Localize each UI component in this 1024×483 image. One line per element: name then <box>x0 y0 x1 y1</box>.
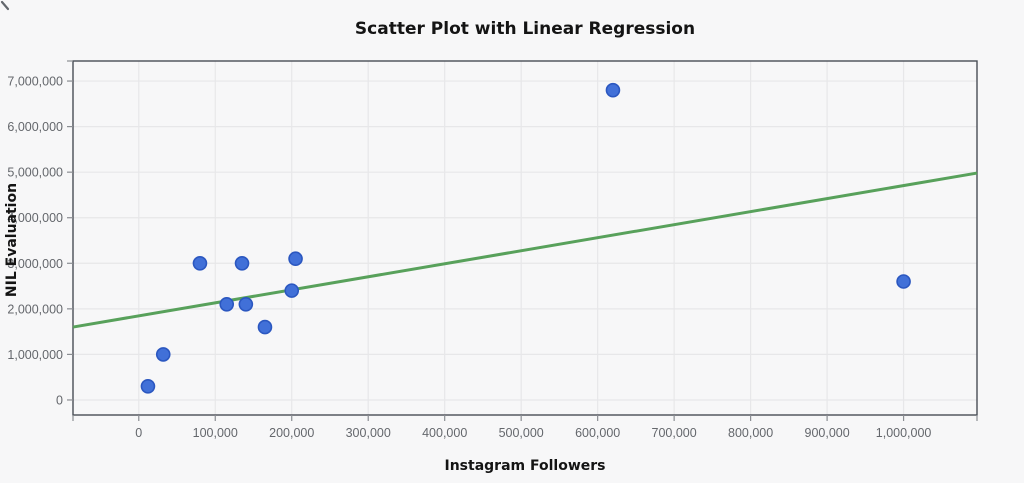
data-point <box>219 296 235 312</box>
x-tick-label: 900,000 <box>805 426 850 440</box>
data-point <box>257 319 273 335</box>
data-point <box>238 296 254 312</box>
axis-ticks-layer <box>67 60 978 421</box>
y-axis-title: NIL Evaluation <box>4 183 20 297</box>
x-tick-label: 800,000 <box>728 426 773 440</box>
x-tick-label: 0 <box>135 426 142 440</box>
gridlines-layer <box>73 61 977 415</box>
x-tick-label: 1,000,000 <box>876 426 932 440</box>
y-tick-label: 5,000,000 <box>7 166 63 180</box>
data-point <box>896 274 911 289</box>
y-tick-label: 6,000,000 <box>7 120 63 134</box>
y-tick-label: 2,000,000 <box>7 302 63 316</box>
x-tick-label: 700,000 <box>652 426 697 440</box>
data-series-layer <box>72 82 978 394</box>
data-point <box>605 82 621 98</box>
corner-artifact-mark <box>0 0 10 11</box>
plot-border <box>72 60 978 416</box>
data-point <box>192 255 208 271</box>
chart-title: Scatter Plot with Linear Regression <box>355 19 695 39</box>
y-tick-label: 4,000,000 <box>7 211 63 225</box>
data-point <box>234 255 250 271</box>
x-tick-label: 600,000 <box>575 426 620 440</box>
y-tick-label: 3,000,000 <box>7 257 63 271</box>
y-tick-label: 7,000,000 <box>7 75 63 89</box>
x-tick-label: 100,000 <box>193 426 238 440</box>
x-tick-label: 500,000 <box>499 426 544 440</box>
x-tick-label: 300,000 <box>346 426 391 440</box>
plot-border-layer <box>72 60 978 416</box>
data-point <box>284 283 300 298</box>
regression-line <box>72 171 978 329</box>
data-point <box>140 378 156 394</box>
x-axis-title: Instagram Followers <box>445 458 606 474</box>
y-tick-label: 1,000,000 <box>7 348 63 362</box>
x-tick-label: 200,000 <box>269 426 314 440</box>
tick-labels-layer: 0 100,000 200,000 300,000 400,000 500,000 600,… <box>7 75 931 440</box>
x-tick-label: 400,000 <box>422 426 467 440</box>
y-tick-label: 0 <box>56 393 63 407</box>
data-point <box>155 347 171 362</box>
data-point <box>288 251 303 267</box>
